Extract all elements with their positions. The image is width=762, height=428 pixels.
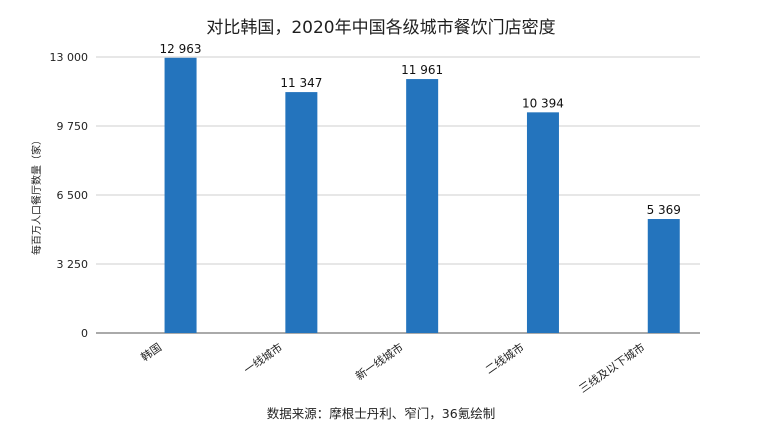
bar — [285, 92, 318, 334]
bar-value-label: 11 347 — [280, 76, 322, 90]
x-tick-label: 三线及以下城市 — [576, 340, 647, 396]
x-tick-label: 二线城市 — [482, 340, 526, 377]
y-tick-label: 0 — [81, 327, 88, 340]
y-tick-label: 9 750 — [57, 120, 89, 133]
x-tick-label: 一线城市 — [241, 340, 285, 377]
y-tick-label: 13 000 — [50, 51, 89, 64]
y-tick-label: 6 500 — [57, 189, 89, 202]
bar-value-label: 12 963 — [160, 42, 202, 56]
chart-title: 对比韩国，2020年中国各级城市餐饮门店密度 — [206, 18, 555, 38]
x-tick-label: 新一线城市 — [353, 340, 406, 383]
bars — [164, 57, 680, 334]
y-tick-label: 3 250 — [57, 258, 89, 271]
y-axis-label: 每百万人口餐厅数量（家） — [30, 135, 43, 255]
source-note: 数据来源：摩根士丹利、窄门，36氪绘制 — [267, 406, 495, 421]
value-labels: 12 963 11 347 11 961 10 394 5 369 — [160, 42, 681, 217]
bar — [647, 219, 680, 333]
x-tick-label: 韩国 — [138, 340, 164, 364]
bar — [526, 112, 559, 333]
bar-value-label: 10 394 — [522, 96, 564, 110]
y-axis-ticks: 0 3 250 6 500 9 750 13 000 — [50, 51, 89, 340]
grid-lines — [96, 56, 700, 334]
bar — [164, 57, 197, 334]
x-axis-labels: 韩国 一线城市 新一线城市 二线城市 三线及以下城市 — [138, 340, 647, 396]
bar-value-label: 11 961 — [401, 63, 443, 77]
bar — [406, 79, 439, 333]
bar-value-label: 5 369 — [647, 203, 681, 217]
